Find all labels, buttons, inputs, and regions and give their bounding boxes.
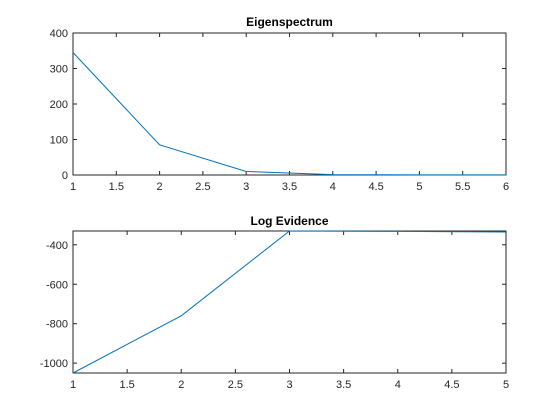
log-evidence-plot-area bbox=[72, 230, 507, 374]
eigenspectrum-axes: Eigenspectrum 1 1.5 2 2.5 3 3.5 4 4.5 5 5.5 6 0 100… bbox=[50, 15, 509, 193]
eigenspectrum-y-ticks: 0 100 200 300 400 bbox=[50, 28, 506, 182]
eigenspectrum-series bbox=[72, 52, 507, 176]
eigenspectrum-y-tick-label: 200 bbox=[50, 99, 68, 111]
log-evidence-x-ticks: 1 1.5 2 2.5 3 3.5 4 4.5 5 bbox=[70, 231, 509, 391]
log-evidence-x-tick-label: 3 bbox=[286, 379, 292, 391]
log-evidence-x-tick-label: 4.5 bbox=[444, 379, 459, 391]
log-evidence-x-tick-label: 3.5 bbox=[336, 379, 351, 391]
eigenspectrum-y-tick-label: 0 bbox=[62, 170, 68, 182]
eigenspectrum-x-tick-label: 3.5 bbox=[282, 181, 297, 193]
log-evidence-x-tick-label: 2 bbox=[178, 379, 184, 391]
log-evidence-y-tick-label: -600 bbox=[46, 279, 68, 291]
log-evidence-axes: Log Evidence 1 1.5 2 2.5 3 3.5 4 4.5 5 -1000 -800… bbox=[40, 214, 509, 391]
log-evidence-x-tick-label: 2.5 bbox=[228, 379, 243, 391]
log-evidence-y-tick-label: -800 bbox=[46, 319, 68, 331]
eigenspectrum-x-tick-label: 5.5 bbox=[455, 181, 470, 193]
log-evidence-y-ticks: -1000 -800 -600 -400 bbox=[40, 240, 506, 370]
eigenspectrum-plot-area bbox=[72, 32, 507, 176]
log-evidence-x-tick-label: 5 bbox=[503, 379, 509, 391]
log-evidence-series-line bbox=[72, 230, 507, 374]
eigenspectrum-series-line bbox=[72, 52, 507, 176]
eigenspectrum-y-tick-label: 300 bbox=[50, 64, 68, 76]
eigenspectrum-x-tick-label: 2.5 bbox=[195, 181, 210, 193]
log-evidence-y-tick-label: -1000 bbox=[40, 358, 68, 370]
log-evidence-x-tick-label: 1.5 bbox=[119, 379, 134, 391]
eigenspectrum-x-tick-label: 1.5 bbox=[109, 181, 124, 193]
eigenspectrum-x-tick-label: 4 bbox=[330, 181, 336, 193]
log-evidence-y-tick-label: -400 bbox=[46, 240, 68, 252]
eigenspectrum-x-tick-label: 2 bbox=[157, 181, 163, 193]
log-evidence-title: Log Evidence bbox=[250, 214, 328, 228]
eigenspectrum-x-tick-label: 5 bbox=[416, 181, 422, 193]
eigenspectrum-title: Eigenspectrum bbox=[246, 15, 333, 29]
eigenspectrum-x-tick-label: 6 bbox=[503, 181, 509, 193]
eigenspectrum-x-ticks: 1 1.5 2 2.5 3 3.5 4 4.5 5 5.5 6 bbox=[70, 33, 509, 193]
log-evidence-x-tick-label: 4 bbox=[395, 379, 401, 391]
eigenspectrum-y-tick-label: 400 bbox=[50, 28, 68, 40]
eigenspectrum-y-tick-label: 100 bbox=[50, 135, 68, 147]
eigenspectrum-x-tick-label: 3 bbox=[243, 181, 249, 193]
log-evidence-series bbox=[72, 230, 507, 374]
eigenspectrum-x-tick-label: 1 bbox=[70, 181, 76, 193]
log-evidence-x-tick-label: 1 bbox=[70, 379, 76, 391]
eigenspectrum-x-tick-label: 4.5 bbox=[368, 181, 383, 193]
